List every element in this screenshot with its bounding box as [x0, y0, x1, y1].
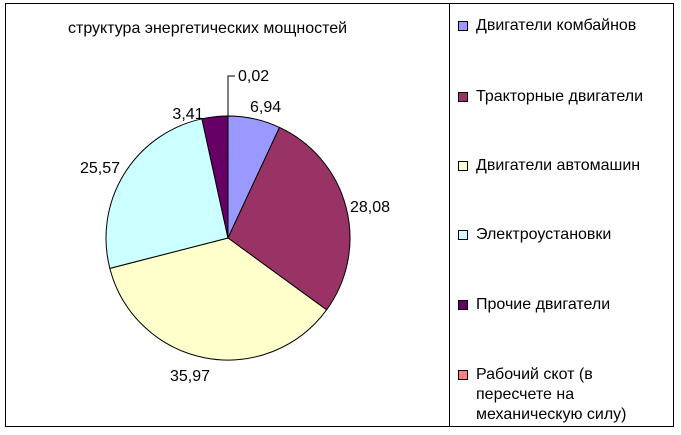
legend-swatch-automobile [458, 161, 468, 171]
legend-swatch-other [458, 300, 468, 310]
pie-slice-automobile [109, 237, 328, 361]
legend-swatch-livestock [458, 370, 468, 380]
legend-label-livestock: Рабочий скот (в пересчете на механическу… [476, 366, 627, 423]
legend-label-automobile: Двигатели автомашин [476, 157, 641, 174]
legend-label-other: Прочие двигатели [476, 296, 611, 313]
chart-title: структура энергетических мощностей [68, 20, 348, 37]
legend-swatch-combine [458, 21, 468, 31]
legend-label-electric: Электроустановки [476, 226, 612, 243]
legend-label-tractor: Тракторные двигатели [476, 88, 644, 105]
legend-label-combine: Двигатели комбайнов [476, 17, 637, 34]
slice-label-electric: 25,57 [80, 160, 120, 177]
slice-label-other: 3,41 [172, 106, 203, 123]
pie-slice-electric [105, 118, 229, 269]
slice-label-livestock: 0,02 [238, 68, 269, 85]
legend-swatch-tractor [458, 92, 468, 102]
pie-slice-tractor [227, 126, 351, 311]
leader-line-livestock [227, 75, 235, 116]
slice-label-automobile: 35,97 [170, 368, 210, 385]
slice-label-combine: 6,94 [250, 99, 281, 116]
legend: Двигатели комбайнов Тракторные двигатели… [449, 3, 674, 427]
slice-label-tractor: 28,08 [350, 199, 390, 216]
legend-swatch-electric [458, 230, 468, 240]
